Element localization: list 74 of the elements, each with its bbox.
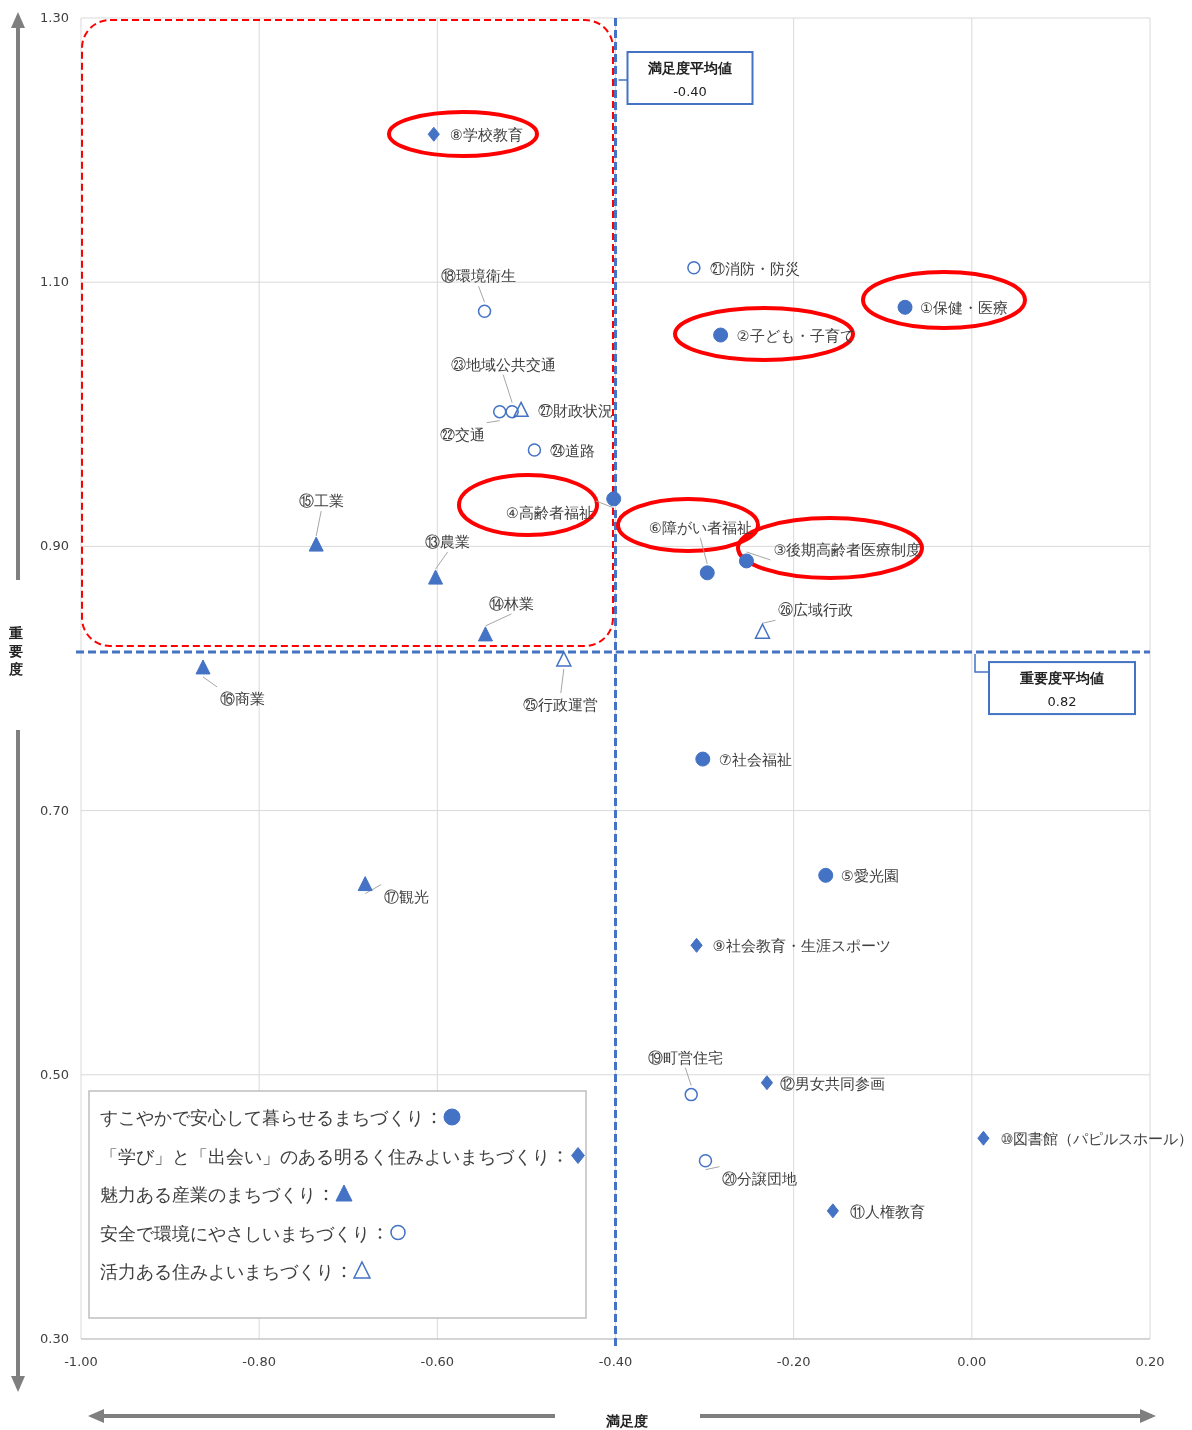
point [687, 260, 701, 275]
point [699, 565, 715, 581]
annotation: ⑫男女共同参画 [779, 1075, 885, 1092]
point [698, 1153, 713, 1168]
annotation: ⑩図書館（パピルスホール） [1000, 1131, 1192, 1148]
annotation: ㉓地域公共交通 [450, 356, 556, 373]
point [695, 751, 711, 767]
point [760, 1075, 774, 1091]
legend-label: 安全で環境にやさしいまちづくり [100, 1222, 370, 1244]
annotation: ⑯商業 [220, 690, 266, 707]
x-tick-label: -0.80 [242, 1354, 276, 1369]
y-tick-label: 0.90 [40, 538, 69, 554]
x-tick-label: -0.20 [776, 1354, 811, 1369]
point [818, 867, 834, 883]
annotation: ⑬農業 [425, 534, 471, 551]
point [477, 626, 493, 642]
point [738, 553, 754, 569]
point [428, 569, 444, 585]
point [527, 443, 542, 457]
annotation: ⑱環境衛生 [441, 268, 517, 285]
annotation: ⑦社会福祉 [718, 752, 792, 769]
annotation: ⑲町営住宅 [647, 1049, 723, 1066]
point [826, 1203, 839, 1219]
point [690, 937, 703, 953]
ref-line-label: 重要度平均値 0.82 [1019, 670, 1104, 710]
annotation: ⑪人権教育 [849, 1203, 925, 1220]
point [505, 404, 519, 419]
point [606, 491, 622, 507]
point [897, 299, 913, 315]
y-axis-title: 重要度 [8, 625, 23, 677]
point [684, 1087, 698, 1102]
y-tick-label: 0.30 [40, 1331, 69, 1346]
point [357, 876, 373, 892]
annotation: ①保健・医療 [920, 300, 1009, 317]
y-tick-label: 1.30 [40, 10, 69, 25]
annotation: ⑨社会教育・生涯スポーツ [712, 938, 891, 955]
annotation: ⑮工業 [298, 493, 344, 510]
point [754, 623, 771, 640]
point [477, 304, 492, 319]
annotation: ㉒交通 [439, 426, 485, 443]
point [195, 659, 211, 675]
x-tick-label: 0.00 [957, 1354, 987, 1369]
point [492, 404, 507, 419]
point [977, 1130, 990, 1146]
annotation: ⑥障がい者福祉 [648, 519, 752, 536]
annotation: ㉗財政状況 [538, 403, 614, 420]
y-tick-label: 0.70 [40, 802, 69, 818]
legend-label: 「学び」と「出会い」のある明るく住みよいまちづくり [100, 1145, 550, 1167]
point [556, 651, 572, 667]
legend-label: 活力ある住みよいまちづくり [100, 1261, 334, 1282]
annotation: ⑭林業 [488, 595, 534, 612]
annotation: ㉔道路 [550, 442, 596, 459]
point [427, 126, 440, 142]
y-tick-label: 1.10 [40, 274, 69, 290]
annotation: ⑧学校教育 [449, 127, 523, 144]
annotation: ④高齢者福祉 [505, 504, 594, 521]
legend-label: すこやかで安心して暮らせるまちづくり [100, 1107, 424, 1128]
legend-label: 魅力ある産業のまちづくり [100, 1184, 316, 1205]
x-axis-title: 満足度 [605, 1413, 648, 1429]
x-tick-label: -0.60 [420, 1354, 455, 1369]
x-tick-label: -0.40 [598, 1354, 633, 1369]
x-tick-label: 0.20 [1135, 1354, 1165, 1369]
y-tick-label: 0.50 [40, 1066, 69, 1082]
annotation: ⑰観光 [384, 888, 430, 905]
point [308, 536, 324, 552]
ref-line-label: 満足度平均値 -0.40 [647, 60, 732, 99]
annotation: ㉕行政運営 [523, 697, 599, 714]
annotation: ㉖広域行政 [778, 602, 854, 619]
annotation: ⑳分譲団地 [722, 1170, 798, 1187]
annotation: ⑤愛光園 [840, 868, 899, 885]
point [713, 327, 729, 343]
point [513, 401, 529, 418]
x-tick-label: -1.00 [64, 1354, 98, 1369]
annotation: ㉑消防・防災 [709, 260, 800, 277]
